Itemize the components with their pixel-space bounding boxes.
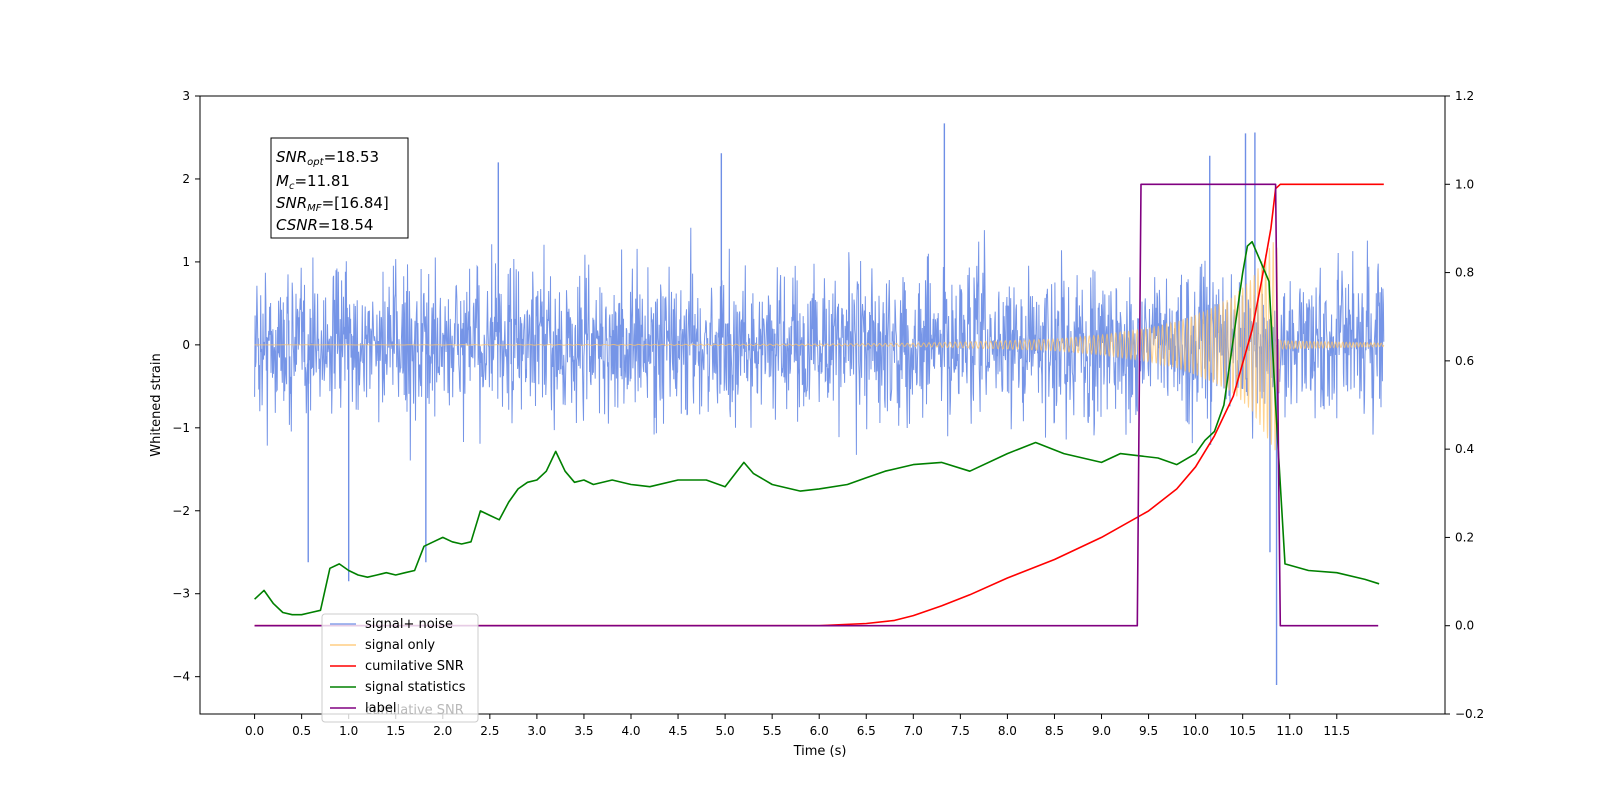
x-tick-label: 8.5 — [1045, 724, 1064, 738]
series-signal-plus-noise — [254, 227, 1385, 461]
y2-tick-label: 0.0 — [1455, 619, 1474, 633]
annotation-csnr: CSNR=18.54 — [276, 216, 373, 234]
y-tick-label: −3 — [172, 587, 190, 601]
x-tick-label: 11.5 — [1323, 724, 1350, 738]
x-tick-label: 11.0 — [1276, 724, 1303, 738]
y2-tick-label: 1.2 — [1455, 89, 1474, 103]
y2-tick-label: −0.2 — [1455, 707, 1484, 721]
x-tick-label: 4.5 — [669, 724, 688, 738]
x-tick-label: 1.5 — [386, 724, 405, 738]
y-axis-label: Whitened strain — [149, 353, 164, 456]
legend-label: signal only — [365, 638, 435, 653]
x-tick-label: 9.5 — [1139, 724, 1158, 738]
annotation-snr-opt: SNRopt=18.53 — [276, 148, 379, 168]
y-tick-label: 2 — [182, 172, 190, 186]
y-tick-label: −4 — [172, 670, 190, 684]
x-tick-label: 4.0 — [621, 724, 640, 738]
x-tick-label: 7.0 — [904, 724, 923, 738]
x-tick-label: 1.0 — [339, 724, 358, 738]
y2-axis-ticks: 1.2 1.0 0.8 0.6 0.4 0.2 0.0 −0.2 — [1445, 89, 1484, 721]
y-tick-label: 3 — [182, 89, 190, 103]
y-tick-label: −2 — [172, 504, 190, 518]
x-tick-label: 6.5 — [857, 724, 876, 738]
y-tick-label: −1 — [172, 421, 190, 435]
x-tick-label: 10.0 — [1182, 724, 1209, 738]
y2-tick-label: 0.6 — [1455, 354, 1474, 368]
y2-tick-label: 0.2 — [1455, 530, 1474, 544]
legend-items: signal+ noise signal only cumilative SNR si… — [330, 617, 466, 716]
x-tick-label: 8.0 — [998, 724, 1017, 738]
legend-underlying-text: cumilative SNR — [365, 703, 464, 718]
series-signal-only — [254, 242, 1385, 451]
legend-label: signal+ noise — [365, 617, 453, 632]
y-tick-label: 0 — [182, 338, 190, 352]
x-tick-label: 0.0 — [245, 724, 264, 738]
x-tick-label: 10.5 — [1229, 724, 1256, 738]
y-axis-ticks: 3 2 1 0 −1 −2 −3 −4 — [172, 89, 200, 684]
x-tick-label: 5.5 — [763, 724, 782, 738]
plot-frame — [199, 95, 1446, 715]
legend-label: label — [365, 701, 396, 716]
y2-tick-label: 0.8 — [1455, 266, 1474, 280]
x-tick-label: 9.0 — [1092, 724, 1111, 738]
x-axis-label: Time (s) — [793, 744, 847, 759]
annotation-box: SNRopt=18.53 Mc=11.81 SNRMF=[16.84] CSNR… — [270, 137, 409, 239]
x-tick-label: 0.5 — [292, 724, 311, 738]
annotation-mc: Mc=11.81 — [276, 172, 350, 192]
legend-frame — [321, 613, 479, 723]
x-tick-label: 3.5 — [574, 724, 593, 738]
series-label — [254, 183, 1379, 627]
x-tick-label: 6.0 — [810, 724, 829, 738]
y2-tick-label: 0.4 — [1455, 442, 1474, 456]
legend-label: cumilative SNR — [365, 659, 464, 674]
legend-label: signal statistics — [365, 680, 466, 695]
x-tick-label: 7.5 — [951, 724, 970, 738]
x-tick-label: 2.0 — [433, 724, 452, 738]
annotation-snr-mf: SNRMF=[16.84] — [276, 194, 389, 214]
series-signal-statistics — [254, 240, 1380, 616]
x-tick-label: 3.0 — [527, 724, 546, 738]
annotation-frame — [270, 137, 409, 239]
series-layer — [254, 123, 1385, 685]
x-tick-label: 5.0 — [716, 724, 735, 738]
x-tick-label: 2.5 — [480, 724, 499, 738]
y-tick-label: 1 — [182, 255, 190, 269]
series-cumilative-snr — [254, 183, 1384, 627]
legend: cumilative SNR signal+ noise signal only c… — [321, 613, 479, 723]
y2-tick-label: 1.0 — [1455, 177, 1474, 191]
